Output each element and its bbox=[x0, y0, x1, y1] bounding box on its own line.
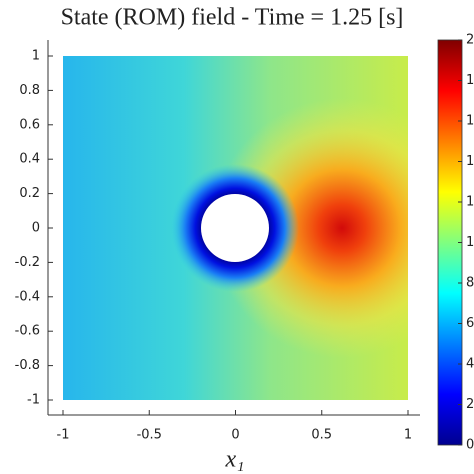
colorbar-tick-label: 0 bbox=[466, 438, 474, 453]
y-tick-label: -0.8 bbox=[15, 358, 40, 373]
colorbar-tick-label: 10 bbox=[466, 235, 474, 250]
x-tick-label: -1 bbox=[57, 428, 70, 443]
colorbar-tick-label: 16 bbox=[466, 114, 474, 129]
y-tick-label: 0.2 bbox=[19, 186, 40, 201]
colorbar-tick-label: 8 bbox=[466, 276, 474, 291]
cylinder bbox=[201, 194, 269, 262]
y-tick-label: 0.4 bbox=[19, 152, 40, 167]
colorbar-tick-label: 20 bbox=[466, 33, 474, 48]
x-tick-label: -0.5 bbox=[137, 428, 162, 443]
y-tick-label: 0.6 bbox=[19, 117, 40, 132]
x-tick-label: 0.5 bbox=[311, 428, 332, 443]
colorbar-tick-label: 18 bbox=[466, 73, 474, 88]
y-tick-label: -0.4 bbox=[15, 289, 40, 304]
y-tick-label: 1 bbox=[32, 49, 40, 64]
colorbar-tick-label: 6 bbox=[466, 316, 474, 331]
y-tick-label: -1 bbox=[27, 393, 40, 408]
colorbar-ticks: 0 2 4 6 8 10 12 14 16 18 20 bbox=[458, 33, 474, 453]
colorbar-tick-label: 14 bbox=[466, 154, 474, 169]
x-tick-label: 0 bbox=[231, 428, 239, 443]
y-tick-label: -0.6 bbox=[15, 324, 40, 339]
colorbar-tick-label: 12 bbox=[466, 195, 474, 210]
y-tick-label: 0.8 bbox=[19, 83, 40, 98]
colorbar-tick-label: 2 bbox=[466, 397, 474, 412]
colorbar-tick-label: 4 bbox=[466, 357, 474, 372]
y-tick-label: 0 bbox=[32, 221, 40, 236]
chart-title: State (ROM) field - Time = 1.25 [s] bbox=[61, 5, 404, 31]
y-tick-label: -0.2 bbox=[15, 255, 40, 270]
x-tick-label: 1 bbox=[404, 428, 412, 443]
x-axis-label: x₁ bbox=[225, 447, 245, 473]
field bbox=[63, 56, 408, 400]
